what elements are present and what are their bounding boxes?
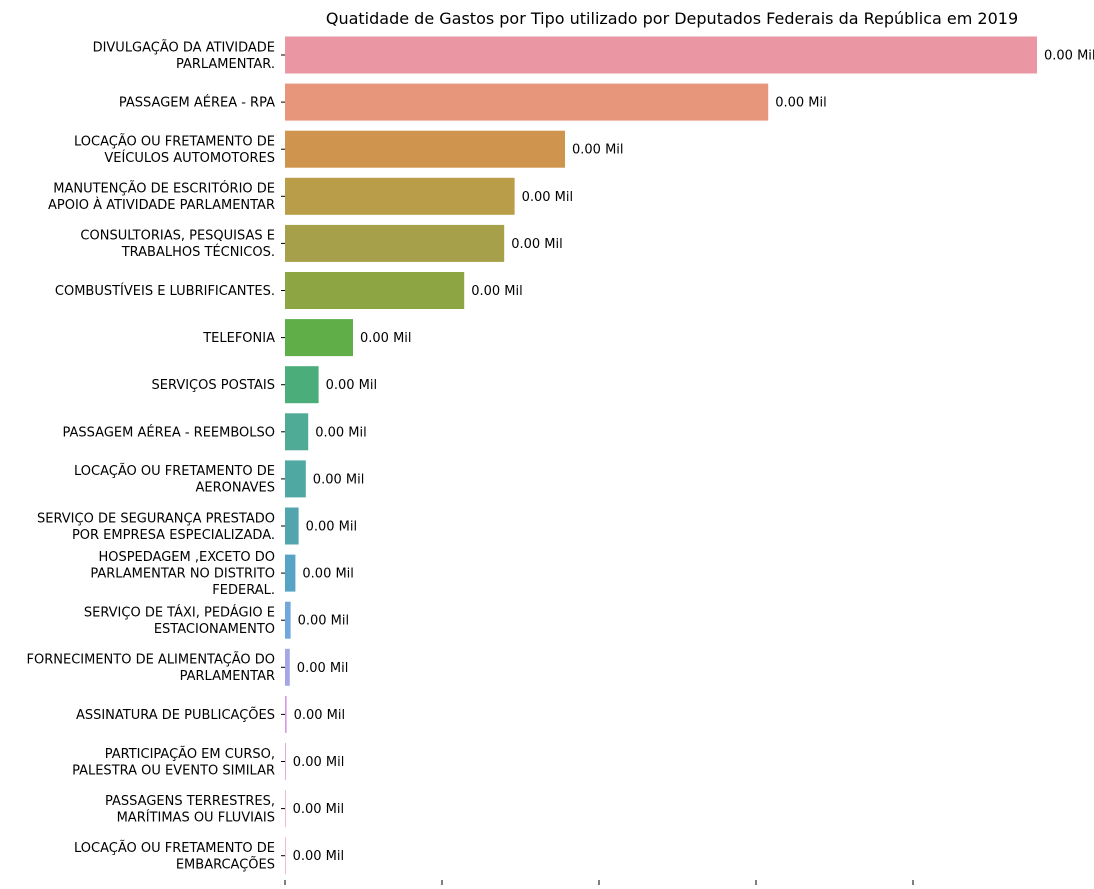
category-label-line: FEDERAL. bbox=[212, 583, 275, 598]
data-label: 0.00 Mil bbox=[294, 708, 346, 723]
data-label: 0.00 Mil bbox=[293, 849, 345, 864]
category-label-line: PARLAMENTAR NO DISTRITO bbox=[90, 567, 275, 582]
data-label: 0.00 Mil bbox=[306, 520, 358, 535]
category-label-line: ESTACIONAMENTO bbox=[154, 622, 275, 637]
category-label-line: PARTICIPAÇÃO EM CURSO, bbox=[105, 746, 275, 762]
category-label-line: SERVIÇO DE SEGURANÇA PRESTADO bbox=[37, 511, 275, 526]
category-label: FORNECIMENTO DE ALIMENTAÇÃO DO PARLAMENTA… bbox=[27, 652, 275, 685]
x-ticks-group bbox=[284, 880, 914, 885]
data-label: 0.00 Mil bbox=[297, 661, 349, 676]
bar bbox=[285, 460, 306, 498]
category-label-line: VEÍCULOS AUTOMOTORES bbox=[104, 150, 275, 166]
bar bbox=[285, 554, 296, 592]
data-label: 0.00 Mil bbox=[313, 472, 365, 487]
category-label: TELEFONIA bbox=[202, 331, 275, 346]
category-label: LOCAÇÃO OU FRETAMENTO DE EMBARCAÇÕES bbox=[74, 840, 275, 873]
category-label: SERVIÇOS POSTAIS bbox=[152, 378, 275, 393]
category-label-line: PASSAGENS TERRESTRES, bbox=[105, 794, 275, 809]
data-label: 0.00 Mil bbox=[572, 143, 624, 158]
category-label-line: COMBUSTÍVEIS E LUBRIFICANTES. bbox=[55, 283, 275, 299]
bar bbox=[285, 837, 286, 875]
value-labels-group: 0.00 Mil 0.00 Mil 0.00 Mil 0.00 Mil 0.00 Mil… bbox=[293, 49, 1094, 865]
data-label: 0.00 Mil bbox=[522, 190, 574, 205]
bar bbox=[285, 272, 465, 309]
category-label: HOSPEDAGEM ,EXCETO DO PARLAMENTAR NO DIST… bbox=[90, 550, 275, 598]
category-label-line: CONSULTORIAS, PESQUISAS E bbox=[80, 229, 275, 244]
category-label: PARTICIPAÇÃO EM CURSO, PALESTRA OU EVENTO… bbox=[72, 746, 275, 779]
bar bbox=[285, 507, 299, 545]
data-label: 0.00 Mil bbox=[471, 284, 523, 299]
bar bbox=[285, 130, 565, 168]
category-label: CONSULTORIAS, PESQUISAS E TRABALHOS TÉCNI… bbox=[80, 229, 275, 261]
category-label: LOCAÇÃO OU FRETAMENTO DE AERONAVES bbox=[74, 463, 275, 496]
category-label: SERVIÇO DE TÁXI, PEDÁGIO E ESTACIONAMENTO bbox=[84, 604, 275, 637]
bar bbox=[285, 413, 309, 451]
category-label: PASSAGENS TERRESTRES, MARÍTIMAS OU FLUVIA… bbox=[105, 794, 275, 826]
data-label: 0.00 Mil bbox=[360, 331, 412, 346]
category-label-line: TELEFONIA bbox=[202, 331, 275, 346]
bar bbox=[285, 743, 286, 780]
data-label: 0.00 Mil bbox=[298, 614, 350, 629]
data-label: 0.00 Mil bbox=[302, 567, 354, 582]
data-label: 0.00 Mil bbox=[293, 802, 345, 817]
data-label: 0.00 Mil bbox=[511, 237, 563, 252]
category-label-line: SERVIÇOS POSTAIS bbox=[152, 378, 275, 393]
category-label: LOCAÇÃO OU FRETAMENTO DE VEÍCULOS AUTOMOT… bbox=[74, 133, 275, 166]
bar bbox=[285, 601, 291, 639]
bar bbox=[285, 790, 286, 828]
category-label-line: HOSPEDAGEM ,EXCETO DO bbox=[98, 550, 275, 565]
data-label: 0.00 Mil bbox=[326, 378, 378, 393]
category-label-line: FORNECIMENTO DE ALIMENTAÇÃO DO bbox=[27, 652, 275, 668]
bar bbox=[285, 177, 515, 215]
bar bbox=[285, 36, 1037, 74]
category-label: SERVIÇO DE SEGURANÇA PRESTADO POR EMPRESA… bbox=[37, 511, 275, 543]
category-label-line: LOCAÇÃO OU FRETAMENTO DE bbox=[74, 463, 275, 479]
category-label-line: LOCAÇÃO OU FRETAMENTO DE bbox=[74, 133, 275, 149]
category-label-line: LOCAÇÃO OU FRETAMENTO DE bbox=[74, 840, 275, 856]
category-label-line: SERVIÇO DE TÁXI, PEDÁGIO E bbox=[84, 604, 275, 620]
category-label-line: PASSAGEM AÉREA - RPA bbox=[119, 95, 275, 111]
category-label-line: ASSINATURA DE PUBLICAÇÕES bbox=[76, 707, 275, 723]
category-label-line: POR EMPRESA ESPECIALIZADA. bbox=[72, 528, 275, 543]
bar bbox=[285, 695, 287, 733]
bar bbox=[285, 366, 319, 404]
category-label-line: APOIO À ATIVIDADE PARLAMENTAR bbox=[48, 197, 275, 213]
category-labels-group: DIVULGAÇÃO DA ATIVIDADE PARLAMENTAR. PASSA… bbox=[27, 39, 276, 872]
bar bbox=[285, 319, 353, 357]
category-label-line: AERONAVES bbox=[195, 481, 275, 496]
category-label: PASSAGEM AÉREA - RPA bbox=[119, 95, 275, 111]
category-label-line: PARLAMENTAR bbox=[180, 669, 275, 684]
category-label-line: TRABALHOS TÉCNICOS. bbox=[121, 244, 275, 260]
data-label: 0.00 Mil bbox=[775, 96, 827, 111]
data-label: 0.00 Mil bbox=[315, 425, 367, 440]
category-label: ASSINATURA DE PUBLICAÇÕES bbox=[76, 707, 275, 723]
bars-group bbox=[285, 36, 1037, 875]
category-label-line: PALESTRA OU EVENTO SIMILAR bbox=[72, 763, 275, 778]
category-label-line: MANUTENÇÃO DE ESCRITÓRIO DE bbox=[53, 181, 275, 197]
category-label: COMBUSTÍVEIS E LUBRIFICANTES. bbox=[55, 283, 275, 299]
y-ticks-group bbox=[281, 54, 285, 857]
chart-title: Quatidade de Gastos por Tipo utilizado p… bbox=[326, 9, 1018, 28]
category-label-line: EMBARCAÇÕES bbox=[176, 856, 275, 872]
category-label: MANUTENÇÃO DE ESCRITÓRIO DE APOIO À ATIVI… bbox=[48, 181, 275, 214]
category-label: PASSAGEM AÉREA - REEMBOLSO bbox=[63, 424, 275, 440]
data-label: 0.00 Mil bbox=[293, 755, 345, 770]
category-label-line: PARLAMENTAR. bbox=[176, 57, 275, 72]
category-label-line: PASSAGEM AÉREA - REEMBOLSO bbox=[63, 424, 275, 440]
bar bbox=[285, 83, 769, 121]
category-label-line: DIVULGAÇÃO DA ATIVIDADE bbox=[93, 39, 275, 55]
bar bbox=[285, 224, 505, 262]
bar bbox=[285, 648, 290, 686]
category-label-line: MARÍTIMAS OU FLUVIAIS bbox=[117, 809, 275, 825]
data-label: 0.00 Mil bbox=[1044, 49, 1094, 64]
category-label: DIVULGAÇÃO DA ATIVIDADE PARLAMENTAR. bbox=[93, 39, 275, 72]
